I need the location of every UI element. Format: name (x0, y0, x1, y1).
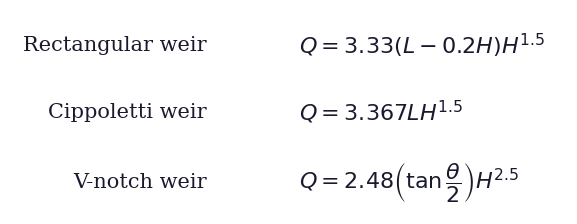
Text: Rectangular weir: Rectangular weir (23, 36, 207, 55)
Text: Cippoletti weir: Cippoletti weir (48, 103, 207, 121)
Text: $Q = 3.33(L - 0.2H)H^{1.5}$: $Q = 3.33(L - 0.2H)H^{1.5}$ (299, 32, 545, 60)
Text: $Q = 2.48\left(\tan\dfrac{\theta}{2}\right)H^{2.5}$: $Q = 2.48\left(\tan\dfrac{\theta}{2}\rig… (299, 161, 519, 204)
Text: $Q = 3.367LH^{1.5}$: $Q = 3.367LH^{1.5}$ (299, 98, 463, 126)
Text: V-notch weir: V-notch weir (73, 173, 207, 192)
